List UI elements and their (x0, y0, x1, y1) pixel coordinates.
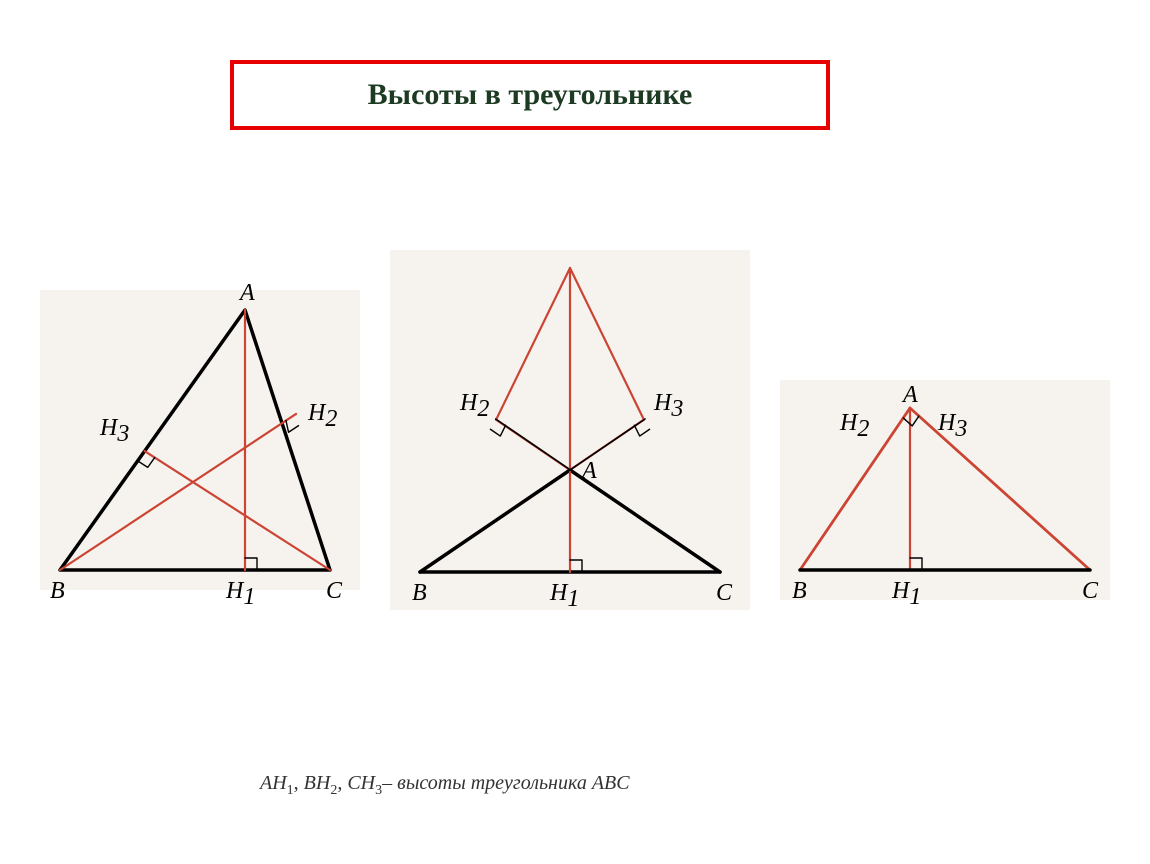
svg-text:C: C (716, 580, 733, 606)
diagram-container: ABCH1H2H3ABCH1H2H3ABCH1H2H3 (40, 230, 1110, 680)
caption-text: AH1, BH2, CH3– высоты треугольника ABC (260, 772, 630, 799)
title-box: Высоты в треугольнике (230, 60, 830, 130)
svg-text:C: C (326, 578, 343, 604)
page-root: Высоты в треугольнике ABCH1H2H3ABCH1H2H3… (0, 0, 1150, 864)
svg-text:B: B (792, 578, 807, 604)
svg-text:A: A (901, 382, 918, 408)
svg-text:A: A (238, 280, 255, 306)
svg-text:B: B (50, 578, 65, 604)
svg-text:A: A (580, 458, 597, 484)
svg-text:C: C (1082, 578, 1099, 604)
svg-text:B: B (412, 580, 427, 606)
title-text: Высоты в треугольнике (368, 78, 693, 112)
diagram-svg: ABCH1H2H3ABCH1H2H3ABCH1H2H3 (40, 230, 1110, 680)
